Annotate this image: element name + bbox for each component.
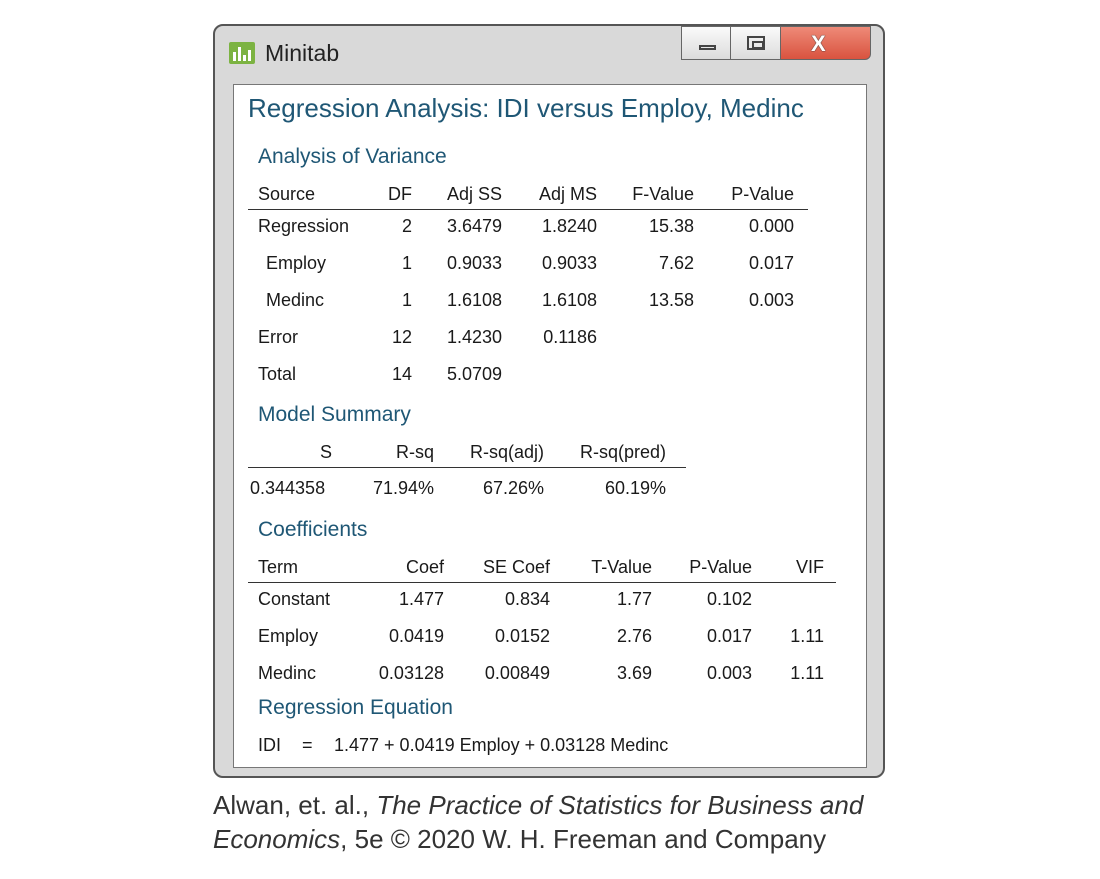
anova-pvalue: 0.017 (748, 253, 794, 273)
coef-header-rule (248, 582, 836, 583)
equation-equals: = (302, 735, 313, 755)
anova-adjss: 5.0709 (446, 364, 502, 384)
coef-vif: 1.11 (790, 626, 824, 646)
anova-source: Employ (266, 253, 327, 273)
coef-term: Constant (258, 589, 331, 609)
coef-term: Employ (258, 626, 319, 646)
anova-df: 14 (391, 364, 412, 384)
page-title: Regression Analysis: IDI versus Employ, … (248, 93, 804, 123)
anova-df: 1 (401, 290, 412, 310)
coef-value: 1.477 (398, 589, 444, 609)
regression-equation-title: Regression Equation (258, 696, 453, 719)
caption-publisher: , 5e © 2020 W. H. Freeman and Company (340, 824, 827, 854)
coef-vif: 1.11 (790, 663, 824, 683)
ms-rsqpred-value: 60.19% (604, 478, 666, 498)
anova-adjms: 0.1186 (543, 327, 597, 347)
anova-df: 1 (401, 253, 412, 273)
equation-lhs: IDI (258, 735, 282, 755)
ms-header-rsq: R-sq (395, 442, 434, 462)
ms-s-value: 0.344358 (250, 478, 326, 498)
anova-fvalue: 13.58 (648, 290, 694, 310)
coef-p: 0.003 (706, 663, 752, 683)
anova-adjms: 1.6108 (541, 290, 597, 310)
anova-adjss: 0.9033 (446, 253, 502, 273)
anova-header-fvalue: F-Value (632, 184, 694, 204)
title-bar[interactable]: Minitab X (215, 26, 883, 84)
model-summary-title: Model Summary (258, 403, 411, 426)
coef-header-secoef: SE Coef (482, 557, 550, 577)
ms-rsq-value: 71.94% (372, 478, 434, 498)
coef-se: 0.00849 (484, 663, 550, 683)
coef-header-term: Term (258, 557, 298, 577)
anova-source: Medinc (266, 290, 325, 310)
coef-value: 0.0419 (388, 626, 444, 646)
ms-rsqadj-value: 67.26% (482, 478, 544, 498)
close-icon: X (811, 31, 826, 56)
anova-fvalue: 7.62 (658, 253, 694, 273)
ms-header-rsqadj: R-sq(adj) (469, 442, 544, 462)
minitab-window: Minitab X Regression Analysis: IDI versu… (213, 24, 885, 778)
coef-se: 0.0152 (494, 626, 550, 646)
coef-t: 3.69 (616, 663, 652, 683)
caption-book-title-cont: Economics (213, 824, 341, 854)
minitab-bar-chart-icon (229, 42, 255, 64)
anova-adjss: 1.4230 (446, 327, 502, 347)
anova-title: Analysis of Variance (258, 145, 447, 168)
coef-p: 0.017 (706, 626, 752, 646)
coef-term: Medinc (258, 663, 317, 683)
anova-adjss: 3.6479 (446, 216, 502, 236)
coef-p: 0.102 (706, 589, 752, 609)
anova-header-pvalue: P-Value (731, 184, 794, 204)
anova-fvalue: 15.38 (648, 216, 694, 236)
anova-header-rule (248, 209, 808, 210)
anova-adjms: 1.8240 (541, 216, 597, 236)
anova-header-adjss: Adj SS (446, 184, 502, 204)
anova-pvalue: 0.003 (748, 290, 794, 310)
anova-adjms: 0.9033 (541, 253, 597, 273)
window-controls: X (681, 26, 871, 60)
anova-header-adjms: Adj MS (538, 184, 597, 204)
anova-source: Error (258, 327, 298, 347)
anova-df: 2 (401, 216, 412, 236)
coef-header-vif: VIF (795, 557, 824, 577)
anova-source: Total (258, 364, 297, 384)
anova-header-df: DF (388, 184, 412, 204)
minimize-button[interactable] (681, 26, 731, 60)
maximize-button[interactable] (731, 26, 781, 60)
app-title: Minitab (265, 40, 340, 66)
anova-header-source: Source (258, 184, 316, 204)
close-button[interactable]: X (781, 26, 871, 60)
source-caption: Alwan, et. al., The Practice of Statisti… (213, 788, 863, 856)
coef-t: 2.76 (616, 626, 652, 646)
coef-se: 0.834 (504, 589, 550, 609)
anova-pvalue: 0.000 (748, 216, 794, 236)
ms-header-s: S (319, 442, 332, 462)
caption-book-title: The Practice of Statistics for Business … (376, 790, 864, 820)
minimize-icon (699, 45, 716, 50)
coef-header-coef: Coef (405, 557, 444, 577)
equation-rhs: 1.477 + 0.0419 Employ + 0.03128 Medinc (334, 735, 669, 755)
ms-header-rule (248, 467, 686, 468)
coef-t: 1.77 (616, 589, 652, 609)
session-output: Regression Analysis: IDI versus Employ, … (233, 84, 867, 768)
maximize-icon (747, 36, 765, 50)
coefficients-title: Coefficients (258, 518, 368, 541)
ms-header-rsqpred: R-sq(pred) (579, 442, 666, 462)
anova-df: 12 (391, 327, 412, 347)
anova-source: Regression (258, 216, 350, 236)
coef-header-pvalue: P-Value (689, 557, 752, 577)
anova-adjss: 1.6108 (446, 290, 502, 310)
coef-header-tvalue: T-Value (591, 557, 652, 577)
coef-value: 0.03128 (378, 663, 444, 683)
caption-authors: Alwan, et. al., (213, 790, 377, 820)
